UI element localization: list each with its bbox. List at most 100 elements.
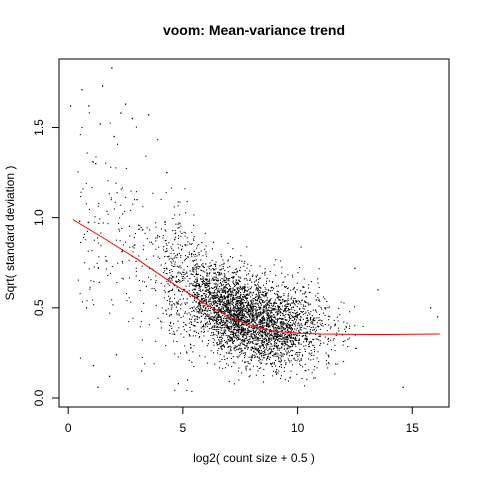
scatter-point xyxy=(124,210,126,212)
scatter-point xyxy=(297,325,299,327)
scatter-point xyxy=(176,312,178,314)
scatter-point xyxy=(244,356,246,358)
scatter-point xyxy=(134,199,136,201)
scatter-point xyxy=(201,281,203,283)
scatter-point xyxy=(223,308,225,310)
scatter-point xyxy=(188,294,190,296)
y-tick-label: 0.5 xyxy=(32,299,46,316)
scatter-point xyxy=(256,293,258,295)
scatter-point xyxy=(239,285,241,287)
scatter-point xyxy=(254,331,256,333)
scatter-point xyxy=(243,341,245,343)
scatter-point xyxy=(241,306,243,308)
scatter-point xyxy=(274,321,276,323)
scatter-point xyxy=(208,268,210,270)
scatter-point xyxy=(234,326,236,328)
scatter-point xyxy=(220,309,222,311)
scatter-point xyxy=(219,296,221,298)
x-axis-label: log2( count size + 0.5 ) xyxy=(193,451,315,465)
scatter-point xyxy=(277,336,279,338)
scatter-point xyxy=(267,341,269,343)
scatter-point xyxy=(224,325,226,327)
scatter-point xyxy=(233,330,235,332)
scatter-point xyxy=(285,325,287,327)
scatter-point xyxy=(135,270,137,272)
scatter-point xyxy=(210,327,212,329)
scatter-point xyxy=(80,196,82,198)
scatter-point xyxy=(222,268,224,270)
scatter-point xyxy=(227,295,229,297)
scatter-point xyxy=(286,344,288,346)
scatter-point xyxy=(215,319,217,321)
scatter-point xyxy=(266,317,268,319)
scatter-point xyxy=(265,319,267,321)
scatter-point xyxy=(243,330,245,332)
scatter-point xyxy=(263,296,265,298)
scatter-point xyxy=(299,308,301,310)
scatter-point xyxy=(262,317,264,319)
scatter-point xyxy=(234,346,236,348)
scatter-point xyxy=(217,314,219,316)
scatter-point xyxy=(107,213,109,215)
scatter-point xyxy=(250,312,252,314)
scatter-point xyxy=(238,283,240,285)
scatter-point xyxy=(236,297,238,299)
x-tick-label: 0 xyxy=(65,421,72,435)
scatter-point xyxy=(252,310,254,312)
scatter-point xyxy=(251,346,253,348)
scatter-point xyxy=(287,303,289,305)
scatter-point xyxy=(125,196,127,198)
scatter-point xyxy=(199,301,201,303)
scatter-point xyxy=(246,294,248,296)
scatter-point xyxy=(256,336,258,338)
scatter-point xyxy=(140,226,142,228)
scatter-point xyxy=(294,328,296,330)
scatter-point xyxy=(142,228,144,230)
scatter-point xyxy=(184,345,186,347)
scatter-point xyxy=(91,187,93,189)
scatter-point xyxy=(260,287,262,289)
scatter-point xyxy=(216,344,218,346)
scatter-point xyxy=(220,294,222,296)
scatter-point xyxy=(226,307,228,309)
scatter-point xyxy=(256,329,258,331)
scatter-point xyxy=(224,332,226,334)
scatter-point xyxy=(273,329,275,331)
scatter-point xyxy=(268,355,270,357)
scatter-point xyxy=(275,329,277,331)
scatter-point xyxy=(266,321,268,323)
scatter-point xyxy=(150,279,152,281)
scatter-point xyxy=(293,333,295,335)
scatter-point xyxy=(327,337,329,339)
scatter-point xyxy=(227,266,229,268)
scatter-point xyxy=(216,326,218,328)
scatter-point xyxy=(134,244,136,246)
scatter-point xyxy=(252,341,254,343)
scatter-point xyxy=(166,244,168,246)
scatter-point xyxy=(220,308,222,310)
scatter-point xyxy=(206,269,208,271)
scatter-point xyxy=(204,285,206,287)
scatter-point xyxy=(138,229,140,231)
scatter-point xyxy=(164,285,166,287)
scatter-point xyxy=(247,309,249,311)
scatter-point xyxy=(277,325,279,327)
scatter-point xyxy=(263,311,265,313)
scatter-point xyxy=(239,269,241,271)
scatter-point xyxy=(152,192,154,194)
scatter-point xyxy=(113,135,115,138)
scatter-point xyxy=(200,315,202,317)
scatter-point xyxy=(246,298,248,300)
scatter-point xyxy=(266,304,268,306)
scatter-point xyxy=(281,356,283,358)
scatter-point xyxy=(269,301,271,303)
scatter-point xyxy=(238,317,240,319)
scatter-point xyxy=(196,282,198,284)
scatter-point xyxy=(99,218,101,220)
scatter-point xyxy=(288,347,290,349)
scatter-point xyxy=(288,333,290,335)
scatter-point xyxy=(292,340,294,342)
scatter-point xyxy=(215,321,217,323)
scatter-point xyxy=(305,331,307,333)
scatter-point xyxy=(205,287,207,289)
